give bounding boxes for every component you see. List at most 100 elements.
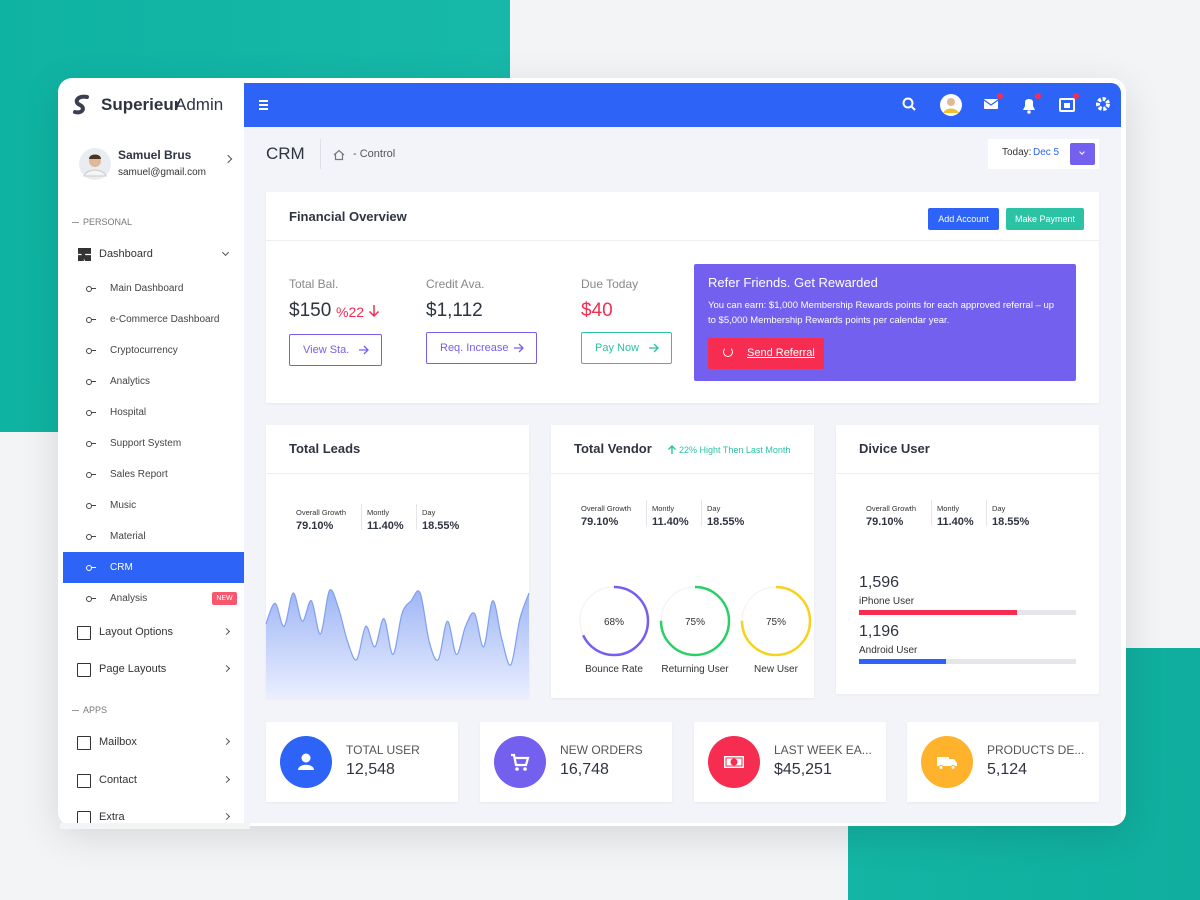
summary-label: NEW ORDERS xyxy=(560,743,643,757)
sub-icon xyxy=(91,319,96,320)
menu-item[interactable]: Contact xyxy=(99,773,137,786)
stat-value: $150 xyxy=(289,300,332,321)
button-text: Pay Now xyxy=(595,342,640,354)
card-title: Total Leads xyxy=(289,441,361,456)
sub-icon xyxy=(86,379,92,385)
menu-icon xyxy=(77,663,91,677)
divider xyxy=(836,473,1099,474)
menu-icon xyxy=(77,736,91,750)
sub-item[interactable]: Support System xyxy=(110,438,182,449)
outline-button[interactable]: Req. Increase xyxy=(426,332,537,364)
mini-stat-label: Day xyxy=(707,504,721,513)
ring-label: 75% xyxy=(766,617,786,628)
ring-arc xyxy=(740,585,812,657)
brand-name: Superieur xyxy=(101,95,181,114)
sub-icon xyxy=(86,503,92,509)
breadcrumb: - Control xyxy=(353,148,396,160)
logo xyxy=(73,94,89,115)
menu-icon xyxy=(77,773,91,788)
page-title: CRM xyxy=(266,144,305,163)
ring-name: Returning User xyxy=(661,664,729,675)
sidebar-cut xyxy=(60,823,250,829)
menu-item[interactable]: Extra xyxy=(99,811,125,823)
sub-item[interactable]: e-Commerce Dashboard xyxy=(110,314,220,325)
date-label: Today: xyxy=(1002,147,1032,158)
down-arrow xyxy=(368,305,380,318)
card-title: Total Vendor xyxy=(574,441,652,456)
stat-label: Total Bal. xyxy=(289,277,339,291)
sub-icon xyxy=(91,288,96,289)
date-button[interactable] xyxy=(1070,143,1095,165)
mini-stat-label: Day xyxy=(422,508,436,517)
sub-icon xyxy=(91,350,96,351)
topbar-icons xyxy=(902,93,1110,116)
user-name: Samuel Brus xyxy=(118,148,192,162)
sub-item[interactable]: Material xyxy=(110,531,146,542)
summary-icon xyxy=(937,757,957,770)
sub-icon xyxy=(86,534,92,540)
arrow-icon xyxy=(649,343,659,353)
sub-icon xyxy=(86,410,92,416)
menu-item[interactable]: Layout Options xyxy=(99,626,173,638)
outline-button[interactable]: Pay Now xyxy=(581,332,672,364)
mini-stat-sep xyxy=(646,500,647,526)
ring-name: New User xyxy=(754,664,799,675)
mini-stat-value: 79.10% xyxy=(866,516,904,528)
leads-card xyxy=(266,425,529,698)
sub-icon xyxy=(86,565,92,571)
referral-button[interactable]: Send Referral xyxy=(708,338,824,369)
sub-item[interactable]: Sales Report xyxy=(110,469,168,480)
summary-value: $45,251 xyxy=(774,761,832,778)
progress-fill xyxy=(859,610,1018,615)
mini-stat-label: Montly xyxy=(652,504,675,513)
sub-item[interactable]: Analysis xyxy=(110,593,148,604)
ring-label: 68% xyxy=(604,617,624,628)
button[interactable]: Add Account xyxy=(928,208,999,230)
sub-icon xyxy=(91,381,96,382)
device-count: 1,596 xyxy=(859,574,900,591)
sub-icon xyxy=(91,443,96,444)
home-icon xyxy=(333,149,345,161)
ring-arc xyxy=(659,585,731,657)
sub-item[interactable]: CRM xyxy=(110,562,133,573)
card-title: Divice User xyxy=(859,441,930,456)
sub-item[interactable]: Music xyxy=(110,500,137,511)
summary-icon xyxy=(298,753,314,770)
sub-item[interactable]: Hospital xyxy=(110,407,147,418)
section-dash xyxy=(72,710,79,711)
mini-stat-label: Overall Growth xyxy=(866,504,917,513)
button[interactable]: Make Payment xyxy=(1006,208,1084,230)
sub-item[interactable]: Cryptocurrency xyxy=(110,345,178,356)
menu-item[interactable]: Dashboard xyxy=(99,248,153,260)
sub-item[interactable]: Main Dashboard xyxy=(110,283,184,294)
menu-item[interactable]: Mailbox xyxy=(99,736,137,748)
mini-stat-value: 18.55% xyxy=(422,520,460,532)
summary-icon xyxy=(724,756,744,768)
badge: NEW xyxy=(212,592,237,605)
menu-item[interactable]: Page Layouts xyxy=(99,663,167,675)
hamburger xyxy=(259,108,268,110)
sub-icon xyxy=(91,598,96,599)
mini-stat-label: Overall Growth xyxy=(296,508,347,517)
outline-button[interactable]: View Sta. xyxy=(289,334,382,366)
mini-stat-value: 11.40% xyxy=(367,520,404,532)
hamburger[interactable] xyxy=(259,100,268,102)
mini-stat-sep xyxy=(361,504,362,530)
progress-fill xyxy=(859,659,946,664)
sub-icon xyxy=(91,412,96,413)
summary-icon-bg xyxy=(494,736,546,788)
sub-icon xyxy=(86,317,92,323)
device-count: 1,196 xyxy=(859,623,900,640)
sub-icon xyxy=(91,505,96,506)
stat-change: %22 xyxy=(336,304,365,320)
menu-icon xyxy=(78,248,91,261)
sub-icon xyxy=(86,472,92,478)
button-text: View Sta. xyxy=(303,344,350,356)
brand-suffix: Admin xyxy=(175,95,224,114)
hamburger xyxy=(259,104,268,106)
avatar xyxy=(79,148,111,180)
mini-stat-value: 11.40% xyxy=(652,516,689,528)
sub-item[interactable]: Analytics xyxy=(110,376,151,387)
summary-label: PRODUCTS DE... xyxy=(987,743,1085,757)
